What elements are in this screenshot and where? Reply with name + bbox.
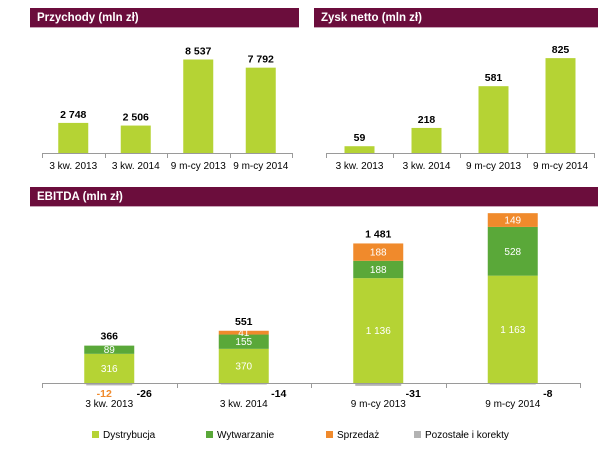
segment-label: -12 [97, 388, 112, 400]
other-label: -31 [406, 388, 421, 400]
bar [183, 59, 214, 153]
net-profit-chart: 59 3 kw. 2013 218 3 kw. 2014 581 9 m-cy 2013 8… [326, 44, 595, 172]
x-tick-label: 3 kw. 2014 [112, 161, 160, 172]
legend-swatch [326, 431, 333, 438]
x-tick-label: 3 kw. 2013 [49, 161, 97, 172]
bar-segment [218, 334, 269, 349]
segment-label: 41 [238, 328, 250, 339]
legend-swatch [206, 431, 213, 438]
x-tick-label: 3 kw. 2014 [220, 399, 268, 410]
legend-swatch [92, 431, 99, 438]
other-label: -26 [137, 388, 152, 400]
x-tick-label: 3 kw. 2013 [85, 399, 133, 410]
legend-label: Wytwarzanie [217, 430, 275, 441]
legend-swatch [414, 431, 421, 438]
segment-label: 1 163 [500, 325, 525, 336]
bar-segment [487, 226, 538, 276]
bar [58, 122, 89, 153]
total-label: 551 [235, 316, 253, 328]
data-label: 2 506 [123, 112, 149, 124]
bar-segment [86, 383, 133, 386]
bar-segment [353, 243, 404, 261]
bar-segment [353, 278, 404, 383]
segment-label: 316 [101, 364, 118, 375]
segment-label: 188 [370, 248, 387, 259]
revenue-panel-title: Przychody (mln zł) [30, 8, 299, 28]
x-tick-label: 9 m-cy 2013 [171, 161, 226, 172]
ebitda-panel-title: EBITDA (mln zł) [30, 187, 598, 207]
segment-label: 1 136 [366, 326, 391, 337]
segment-label: 528 [504, 247, 521, 258]
bar-segment [84, 353, 135, 383]
bar [120, 125, 151, 153]
x-tick-label: 9 m-cy 2014 [533, 161, 588, 172]
other-label: -14 [271, 388, 286, 400]
data-label: 2 748 [60, 109, 86, 121]
data-label: 218 [418, 114, 436, 126]
total-label: 366 [100, 331, 118, 343]
data-label: 581 [485, 72, 503, 84]
bar [478, 86, 509, 153]
x-tick-label: 9 m-cy 2013 [351, 399, 406, 410]
bar-segment [84, 345, 135, 354]
revenue-chart: 2 748 3 kw. 2013 2 506 3 kw. 2014 8 537 9 m-c… [42, 45, 293, 172]
other-label: -8 [543, 388, 552, 400]
segment-label: 370 [235, 361, 252, 372]
bar-segment [487, 213, 538, 227]
bar-segment [353, 260, 404, 279]
data-label: 825 [552, 44, 570, 56]
x-tick-label: 3 kw. 2013 [336, 161, 384, 172]
data-label: 59 [354, 132, 366, 144]
bar-segment [487, 275, 538, 383]
x-tick-label: 9 m-cy 2014 [233, 161, 288, 172]
bar [411, 127, 442, 153]
bar [245, 67, 276, 153]
net-profit-panel-title: Zysk netto (mln zł) [314, 8, 598, 28]
legend-label: Dystrybucja [103, 430, 156, 441]
segment-label: 149 [504, 216, 521, 227]
x-tick-label: 9 m-cy 2014 [485, 399, 540, 410]
segment-label: 155 [235, 337, 252, 348]
segment-label: 188 [370, 265, 387, 276]
bar-segment [355, 383, 402, 386]
data-label: 7 792 [248, 54, 274, 66]
segment-label: 89 [104, 345, 116, 356]
bar-segment [218, 330, 269, 335]
total-label: 1 481 [365, 228, 391, 240]
bar-segment [218, 348, 269, 383]
legend-label: Pozostałe i korekty [425, 430, 509, 441]
data-label: 8 537 [185, 45, 211, 57]
x-tick-label: 9 m-cy 2013 [466, 161, 521, 172]
total-label: 1 832 [500, 207, 526, 210]
bar [545, 58, 576, 153]
x-tick-label: 3 kw. 2014 [403, 161, 451, 172]
legend-label: Sprzedaż [337, 430, 379, 441]
bar [344, 146, 375, 153]
